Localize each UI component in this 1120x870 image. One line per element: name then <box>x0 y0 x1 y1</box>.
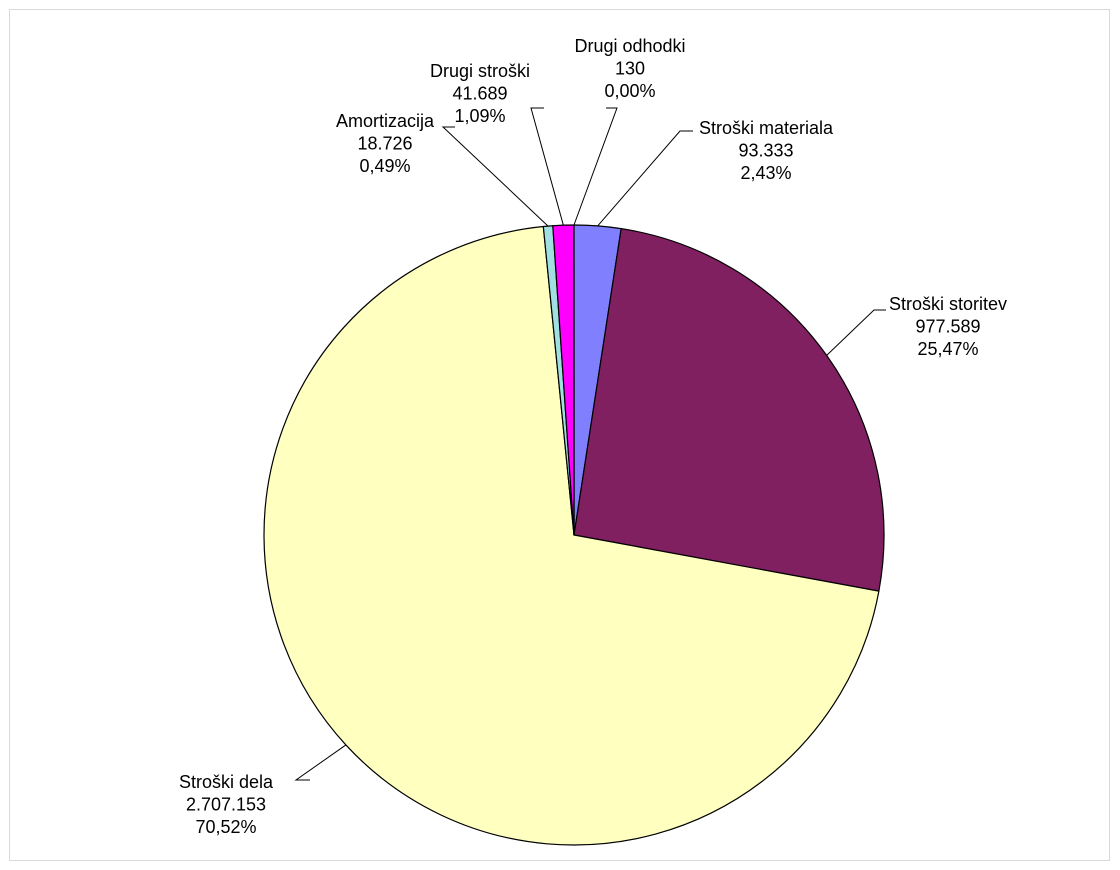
label-value-drugi-stroski: 41.689 <box>452 84 507 104</box>
label-percent-stroski-materiala: 2,43% <box>740 163 791 183</box>
label-name-stroski-storitev: Stroški storitev <box>889 294 1007 314</box>
pie-slice-stroski-dela <box>263 225 880 846</box>
data-label-drugi-odhodki: Drugi odhodki 130 0,00% <box>574 36 685 101</box>
leader-line-drugi-odhodki <box>573 107 618 226</box>
label-percent-amortizacija: 0,49% <box>359 156 410 176</box>
label-name-stroski-materiala: Stroški materiala <box>699 118 834 138</box>
leader-line-stroski-materiala <box>597 130 693 227</box>
chart-area: Stroški materiala 93.333 2,43% Stroški stor… <box>9 9 1110 861</box>
leader-line-stroski-dela <box>294 744 347 781</box>
pie-chart: Stroški materiala 93.333 2,43% Stroški stor… <box>179 36 1007 846</box>
label-name-drugi-stroski: Drugi stroški <box>430 61 530 81</box>
data-label-stroski-storitev: Stroški storitev 977.589 25,47% <box>889 294 1007 359</box>
data-label-amortizacija: Amortizacija 18.726 0,49% <box>336 111 435 176</box>
data-label-stroski-materiala: Stroški materiala 93.333 2,43% <box>699 118 834 183</box>
label-name-amortizacija: Amortizacija <box>336 111 435 131</box>
label-percent-stroski-dela: 70,52% <box>195 817 256 837</box>
data-label-stroski-dela: Stroški dela 2.707.153 70,52% <box>179 772 274 837</box>
leader-line-drugi-stroski <box>530 107 564 226</box>
pie-slice-stroski-storitev <box>573 228 885 592</box>
label-value-amortizacija: 18.726 <box>357 134 412 154</box>
data-label-drugi-stroski: Drugi stroški 41.689 1,09% <box>430 61 530 126</box>
label-percent-drugi-stroski: 1,09% <box>454 106 505 126</box>
label-value-drugi-odhodki: 130 <box>615 59 645 79</box>
label-value-stroski-materiala: 93.333 <box>738 141 793 161</box>
label-percent-drugi-odhodki: 0,00% <box>604 81 655 101</box>
leader-line-stroski-storitev <box>826 309 886 356</box>
leader-line-amortizacija <box>441 126 549 227</box>
label-name-drugi-odhodki: Drugi odhodki <box>574 36 685 56</box>
label-percent-stroski-storitev: 25,47% <box>917 339 978 359</box>
leader-lines <box>294 107 886 781</box>
label-value-stroski-dela: 2.707.153 <box>186 795 266 815</box>
data-labels: Stroški materiala 93.333 2,43% Stroški stor… <box>179 36 1007 837</box>
pie-slices <box>263 224 885 846</box>
label-value-stroski-storitev: 977.589 <box>915 317 980 337</box>
label-name-stroski-dela: Stroški dela <box>179 772 274 792</box>
